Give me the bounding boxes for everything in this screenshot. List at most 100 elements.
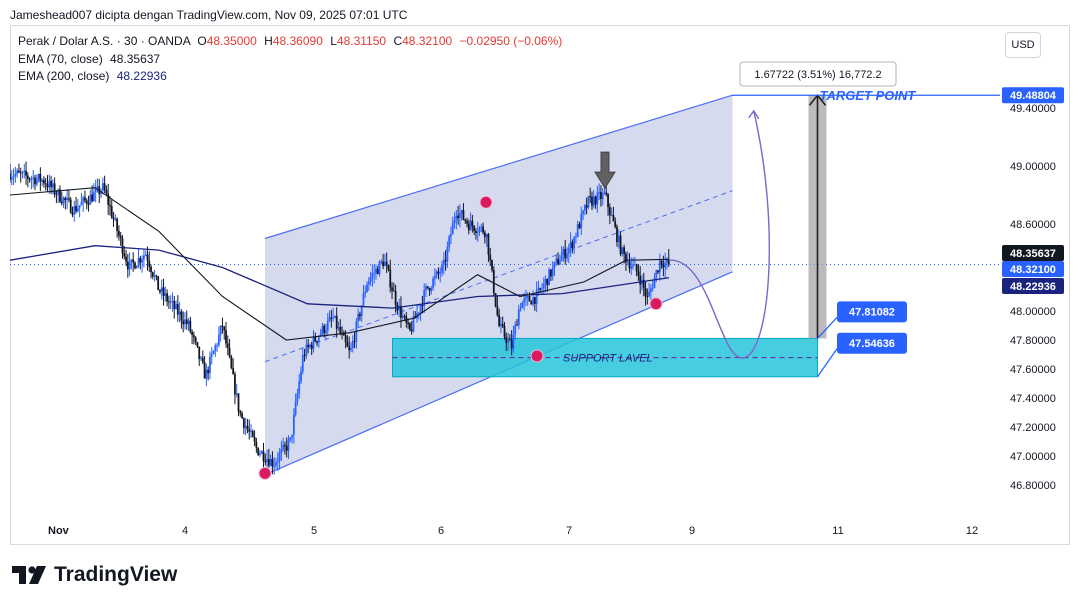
candle-body [269,458,272,466]
swing-point-marker[interactable] [479,195,493,209]
candle-body [280,449,283,454]
zone-price-callout[interactable] [837,301,907,323]
support-zone-label: SUPPORT LAVEL [563,353,653,365]
candle-body [242,418,245,428]
candle-body [344,335,347,343]
candle-body [633,264,636,266]
candle-body [75,205,77,212]
candle-body [376,268,379,275]
candle-body [314,336,317,342]
candle-body [589,196,592,198]
candle-body [471,220,474,227]
ema200-line[interactable] [10,245,669,309]
high-label: H [264,34,273,48]
candle-body [573,237,576,249]
candle-body [310,345,313,349]
y-tick-label: 47.40000 [1010,393,1056,405]
price-scale-label[interactable] [1002,87,1064,104]
low-label: L [330,34,337,48]
candle-body [176,304,179,315]
low-value: 48.31150 [336,34,387,48]
price-scale-label[interactable] [1002,278,1064,294]
projection-path[interactable] [668,110,771,359]
candle-body [151,272,154,277]
ema70-line[interactable] [10,187,669,341]
candle-body [614,221,617,227]
candle-body [94,188,97,193]
candle-body [362,293,365,306]
candle-body [400,305,402,318]
candle-body [610,214,613,216]
candle-body [219,325,222,335]
candle-body [387,265,390,270]
candle-body [284,444,286,446]
candle-body [542,283,545,289]
candle-body [273,465,276,467]
down-arrow-icon[interactable] [594,151,616,190]
candle-body [657,270,659,273]
channel-upper-line[interactable] [264,94,733,240]
candle-body [35,178,38,185]
measure-info-box[interactable] [739,61,897,87]
candle-body [648,291,651,297]
candle-body [351,341,354,348]
candle-body [289,437,292,440]
swing-point-marker[interactable] [649,297,663,311]
measure-info-text: 1.67722 (3.51%) 16,772.2 [754,69,881,81]
currency-button[interactable]: USD [1005,32,1041,58]
candle-body [516,324,518,326]
candle-body [501,323,504,327]
candle-body [19,172,22,174]
candle-body [364,291,367,294]
candle-body [596,192,599,205]
high-value: 48.36090 [272,34,323,48]
legend-ema200-row[interactable]: EMA (200, close) 48.22936 [18,69,167,83]
candle-body [71,212,74,215]
price-scale-label-text: 48.22936 [1010,281,1056,293]
candle-body [80,202,83,206]
candle-body [130,259,133,262]
swing-point-marker[interactable] [258,466,272,480]
price-scale-label[interactable] [1002,245,1064,261]
candle-body [582,210,584,215]
candle-body [107,193,110,205]
x-tick-label: 12 [966,525,978,537]
candle-body [259,453,261,456]
candle-body [234,374,236,395]
candle-body [655,270,658,278]
candle-body [560,255,563,262]
candle-body [346,342,349,347]
candle-body [480,226,483,228]
candle-body [300,371,302,382]
candle-body [335,315,338,329]
candle-body [276,460,279,463]
price-scale-label-text: 48.32100 [1010,264,1056,276]
candle-body [453,220,456,223]
candle-body [89,194,92,205]
price-scale-label[interactable] [1002,261,1064,277]
candle-body [12,176,15,178]
candle-body [408,323,411,330]
candle-body [166,293,169,302]
candle-body [155,275,158,277]
y-tick-label: 46.80000 [1010,480,1056,492]
candle-body [173,300,176,309]
y-tick-label: 49.00000 [1010,161,1056,173]
candle-body [214,345,217,352]
plot-area[interactable] [9,93,1000,480]
candle-body [430,288,433,291]
chart-frame[interactable] [10,25,1070,545]
legend-ema70-row[interactable]: EMA (70, close) 48.35637 [18,52,160,66]
candle-body [478,227,481,232]
tradingview-logo[interactable]: TradingView [12,563,177,587]
candle-body [541,288,543,290]
candle-body [205,369,208,379]
candle-body [649,288,652,292]
swing-point-marker[interactable] [530,349,544,363]
candle-body [39,174,42,182]
candle-body [303,355,306,357]
tradingview-logo-text: TradingView [54,563,178,586]
candle-body [594,196,597,205]
zone-price-callout[interactable] [837,332,907,354]
